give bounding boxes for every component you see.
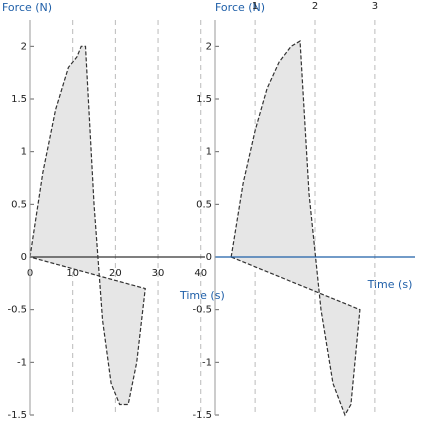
x-tick-label: 40 (194, 268, 207, 279)
x-tick-label: 10 (66, 268, 79, 279)
y-tick-label: 1 (21, 147, 27, 158)
area (230, 40, 361, 417)
y-tick-label: -1 (202, 357, 212, 368)
y-tick-label: -1 (17, 357, 27, 368)
x-tick-label: 30 (152, 268, 165, 279)
x-tick-label: 2 (312, 1, 318, 12)
y-tick-label: -0.5 (7, 305, 27, 316)
y-tick-label: 2 (21, 41, 27, 52)
x-tick-label: 3 (372, 1, 378, 12)
y-tick-label: 0 (21, 252, 27, 263)
y-tick-label: 2 (206, 41, 212, 52)
y-tick-label: -1.5 (192, 410, 212, 421)
y-tick-label: -0.5 (192, 305, 212, 316)
x-axis-title: Time (s) (367, 278, 413, 291)
x-tick-label: 1 (252, 1, 258, 12)
y-axis-title: Force (N) (2, 1, 52, 14)
y-tick-label: -1.5 (7, 410, 27, 421)
y-tick-label: 0.5 (196, 199, 212, 210)
y-tick-label: 0 (206, 252, 212, 263)
y-tick-label: 1 (206, 147, 212, 158)
x-tick-label: 20 (109, 268, 122, 279)
area (29, 45, 146, 406)
y-tick-label: 1.5 (11, 94, 27, 105)
y-axis-title: Force (N) (215, 1, 265, 14)
x-axis-title: Time (s) (179, 289, 225, 302)
y-tick-label: 0.5 (11, 199, 27, 210)
y-tick-label: 1.5 (196, 94, 212, 105)
